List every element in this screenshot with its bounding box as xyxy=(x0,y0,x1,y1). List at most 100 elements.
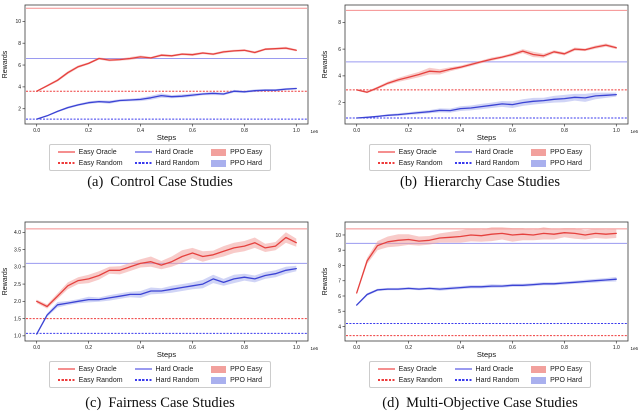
x-axis-label: Steps xyxy=(157,350,176,359)
svg-text:1.0: 1.0 xyxy=(293,345,300,351)
caption-a: (a) Control Case Studies xyxy=(87,174,233,191)
svg-text:0.8: 0.8 xyxy=(241,345,248,351)
x-axis-ticks: 0.0 0.2 0.4 0.6 0.8 1.0 xyxy=(33,341,300,351)
svg-text:7: 7 xyxy=(338,279,341,285)
legend-item-ppo-easy: PPO Easy xyxy=(211,147,262,157)
series-line xyxy=(356,93,617,119)
caption-tag: (c) xyxy=(85,395,102,411)
svg-text:0.0: 0.0 xyxy=(353,345,360,351)
series-line xyxy=(356,44,617,93)
svg-text:0.2: 0.2 xyxy=(405,345,412,351)
caption-tag: (b) xyxy=(399,174,417,190)
legend-column: Hard Oracle Hard Random xyxy=(134,147,199,168)
x-axis-ticks: 0.0 0.2 0.4 0.6 0.8 1.0 xyxy=(353,124,620,134)
svg-text:0.8: 0.8 xyxy=(241,128,248,134)
legend-column: Hard Oracle Hard Random xyxy=(454,147,520,168)
svg-text:0.4: 0.4 xyxy=(457,345,464,351)
legend-label: Hard Random xyxy=(475,376,520,384)
easy-oracle-line-swatch xyxy=(57,368,75,370)
legend-item-ppo-easy: PPO Easy xyxy=(531,147,582,157)
y-axis-label: Rewards xyxy=(2,50,9,78)
ppo-hard-patch-swatch xyxy=(531,376,547,384)
hard-random-dashed-swatch xyxy=(134,379,152,381)
svg-text:2: 2 xyxy=(338,100,341,106)
chart-a-canvas: 2 4 6 8 10 0.0 0.2 0.4 0.6 0.8 1.0 1e6 Rewards Steps xyxy=(2,4,318,142)
svg-text:1.0: 1.0 xyxy=(14,334,21,340)
legend-item-ppo-easy: PPO Easy xyxy=(211,364,262,374)
series-ppo-hard xyxy=(356,276,617,306)
svg-text:4: 4 xyxy=(18,85,21,91)
caption-title: Control Case Studies xyxy=(110,174,233,190)
caption-title: Hierarchy Case Studies xyxy=(423,174,561,190)
legend-label: Hard Random xyxy=(475,159,520,167)
svg-text:0.8: 0.8 xyxy=(561,128,568,134)
legend-label: Easy Random xyxy=(398,159,443,167)
svg-text:3.0: 3.0 xyxy=(14,265,21,271)
legend-column: PPO Easy PPO Hard xyxy=(531,364,582,385)
svg-text:0.6: 0.6 xyxy=(189,128,196,134)
svg-text:10: 10 xyxy=(335,233,341,239)
x-offset-label: 1e6 xyxy=(310,346,318,351)
x-axis-ticks: 0.0 0.2 0.4 0.6 0.8 1.0 xyxy=(353,341,620,351)
legend-item-hard-random: Hard Random xyxy=(454,375,520,385)
hard-random-dashed-swatch xyxy=(454,379,472,381)
easy-oracle-line-swatch xyxy=(57,151,75,153)
legend-item-hard-oracle: Hard Oracle xyxy=(454,364,520,374)
series-band xyxy=(36,87,297,120)
series-line xyxy=(356,232,617,294)
x-axis-label: Steps xyxy=(157,133,176,142)
series-ppo-hard xyxy=(36,87,297,120)
svg-text:0.4: 0.4 xyxy=(137,128,144,134)
y-axis-ticks: 2 4 6 8 10 xyxy=(15,19,25,113)
legend-item-easy-oracle: Easy Oracle xyxy=(377,364,443,374)
subplot-a-control: 2 4 6 8 10 0.0 0.2 0.4 0.6 0.8 1.0 1e6 Rewards Steps … xyxy=(0,0,320,205)
legend-label: PPO Easy xyxy=(550,365,583,373)
legend-column: Easy Oracle Easy Random xyxy=(57,364,123,385)
plot-frame xyxy=(344,221,629,342)
y-axis-ticks: 4 5 6 7 8 9 10 xyxy=(335,233,345,330)
legend-label: PPO Easy xyxy=(230,365,263,373)
x-offset-label: 1e6 xyxy=(630,129,638,134)
legend-label: Easy Random xyxy=(78,159,123,167)
svg-text:4: 4 xyxy=(338,324,341,330)
legend-label: Hard Random xyxy=(155,376,200,384)
legend-column: PPO Easy PPO Hard xyxy=(211,364,262,385)
series-band xyxy=(356,43,617,94)
legend-item-ppo-easy: PPO Easy xyxy=(531,364,582,374)
y-axis-ticks: 1.0 1.5 2.0 2.5 3.0 3.5 4.0 xyxy=(14,230,25,340)
legend-label: PPO Hard xyxy=(550,159,583,167)
svg-text:9: 9 xyxy=(338,248,341,254)
caption-tag: (a) xyxy=(87,174,104,190)
legend-label: PPO Hard xyxy=(550,376,583,384)
caption-b: (b) Hierarchy Case Studies xyxy=(400,174,560,191)
legend-label: Easy Random xyxy=(78,376,123,384)
legend-item-hard-random: Hard Random xyxy=(134,158,199,168)
legend-column: PPO Easy PPO Hard xyxy=(531,147,582,168)
svg-text:0.6: 0.6 xyxy=(189,345,196,351)
svg-text:0.2: 0.2 xyxy=(85,345,92,351)
series-line xyxy=(356,278,617,306)
plot-frame xyxy=(24,4,309,125)
series-line xyxy=(36,47,297,92)
svg-text:0.0: 0.0 xyxy=(353,128,360,134)
legend-column: Easy Oracle Easy Random xyxy=(377,364,443,385)
legend-label: PPO Hard xyxy=(230,376,263,384)
x-axis-ticks: 0.0 0.2 0.4 0.6 0.8 1.0 xyxy=(33,124,300,134)
legend-label: Easy Oracle xyxy=(398,365,437,373)
series-ppo-easy xyxy=(36,232,297,309)
legend-item-hard-random: Hard Random xyxy=(454,158,520,168)
svg-text:0.4: 0.4 xyxy=(457,128,464,134)
series-band xyxy=(36,232,297,309)
legend-item-ppo-hard: PPO Hard xyxy=(211,375,262,385)
legend-label: Easy Oracle xyxy=(78,148,117,156)
svg-text:0.4: 0.4 xyxy=(137,345,144,351)
svg-text:0.6: 0.6 xyxy=(509,128,516,134)
series-line xyxy=(36,267,297,335)
y-axis-label: Rewards xyxy=(322,267,329,295)
svg-text:1.0: 1.0 xyxy=(293,128,300,134)
svg-text:10: 10 xyxy=(15,19,21,25)
plot-frame xyxy=(344,4,629,125)
svg-text:0.0: 0.0 xyxy=(33,345,40,351)
ppo-easy-patch-swatch xyxy=(531,365,547,373)
series-line xyxy=(36,87,297,120)
